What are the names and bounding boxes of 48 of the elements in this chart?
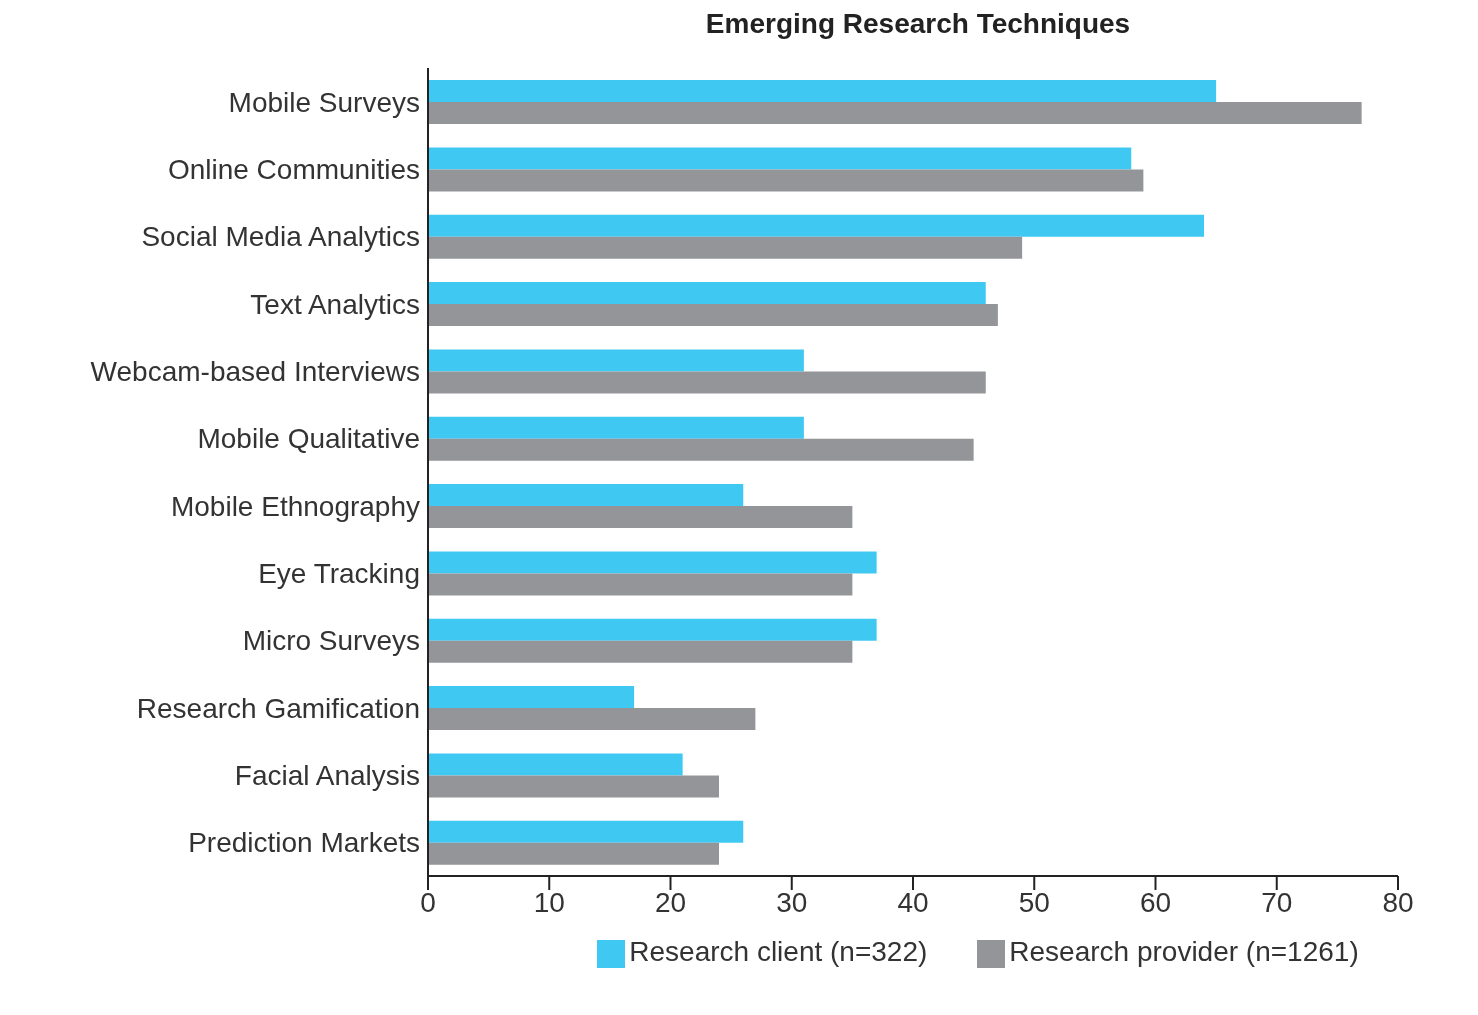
bar: [428, 708, 756, 731]
bar: [428, 775, 719, 798]
y-tick-label: Research Gamification: [136, 692, 420, 724]
y-tick-label: Mobile Ethnography: [170, 490, 420, 522]
y-tick-label: Facial Analysis: [234, 759, 420, 791]
bar: [428, 506, 853, 529]
y-tick-label: Mobile Surveys: [228, 86, 420, 118]
x-tick-label: 0: [420, 886, 436, 918]
x-tick-label: 40: [897, 886, 929, 918]
x-tick-label: 80: [1382, 886, 1414, 918]
x-tick-label: 10: [533, 886, 565, 918]
bar: [428, 842, 719, 865]
x-tick-label: 50: [1018, 886, 1050, 918]
bar: [428, 282, 986, 305]
bar: [428, 236, 1023, 259]
bar: [428, 147, 1132, 170]
y-tick-label: Text Analytics: [250, 288, 420, 320]
bar: [428, 416, 804, 439]
y-tick-label: Eye Tracking: [258, 557, 420, 589]
y-tick-label: Prediction Markets: [188, 827, 420, 859]
bar: [428, 820, 744, 843]
bar: [428, 618, 877, 641]
bar: [428, 438, 974, 461]
bar: [428, 102, 1362, 125]
legend-label: Research client (n=322): [629, 936, 928, 967]
bar: [428, 169, 1144, 192]
bar: [428, 753, 683, 776]
x-tick-label: 30: [776, 886, 808, 918]
bar: [428, 349, 804, 372]
y-tick-label: Mobile Qualitative: [197, 423, 420, 455]
x-tick-label: 70: [1261, 886, 1293, 918]
bar: [428, 304, 998, 327]
y-tick-label: Webcam-based Interviews: [90, 355, 420, 387]
bar: [428, 573, 853, 596]
y-tick-label: Online Communities: [167, 153, 420, 185]
x-tick-label: 60: [1139, 886, 1172, 918]
bar: [428, 551, 877, 574]
legend-label: Research provider (n=1261): [1009, 936, 1359, 967]
bar: [428, 80, 1217, 103]
y-tick-label: Social Media Analytics: [141, 221, 420, 253]
bar: [428, 686, 635, 709]
y-tick-label: Micro Surveys: [242, 625, 420, 657]
bar: [428, 640, 853, 663]
bar: [428, 484, 744, 507]
bar: [428, 371, 986, 394]
bar: [428, 214, 1204, 237]
chart-title: Emerging Research Techniques: [704, 8, 1132, 40]
x-tick-label: 20: [654, 886, 687, 918]
